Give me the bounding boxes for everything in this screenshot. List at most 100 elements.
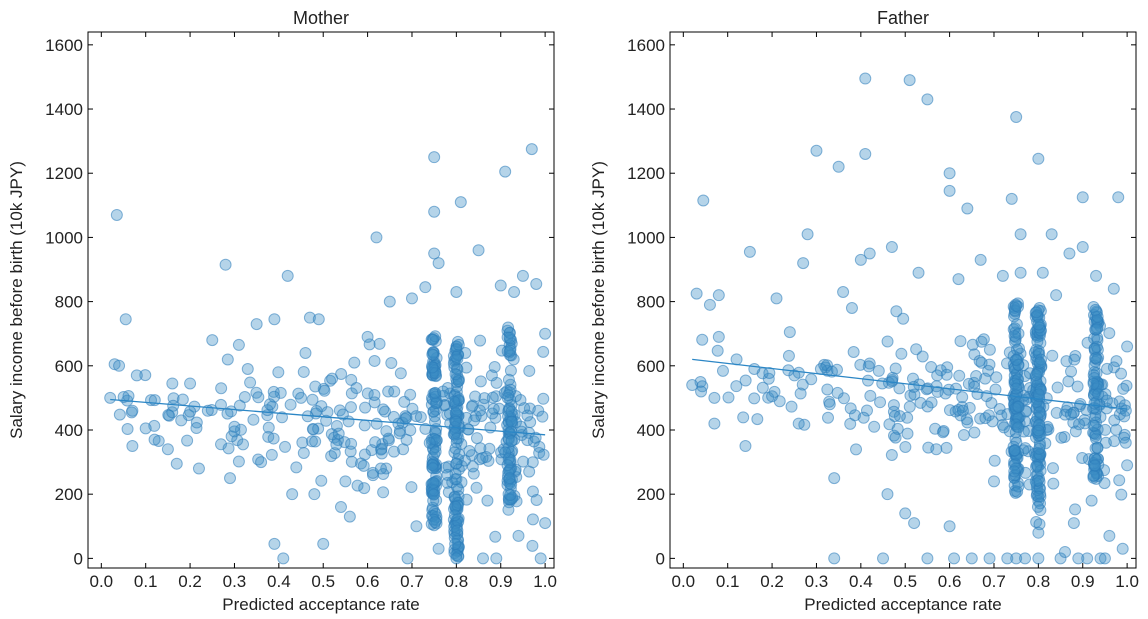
- data-point: [1091, 310, 1104, 323]
- data-point: [1081, 552, 1094, 565]
- data-point: [1058, 545, 1071, 558]
- data-point: [405, 481, 418, 494]
- data-point: [1090, 351, 1103, 364]
- data-point: [1050, 289, 1063, 302]
- data-point: [516, 269, 529, 282]
- x-tick-label: 0.5: [893, 572, 917, 591]
- data-point: [1008, 469, 1021, 482]
- data-point: [499, 446, 512, 459]
- data-point: [881, 335, 894, 348]
- x-tick-label: 0.2: [178, 572, 202, 591]
- data-point: [383, 295, 396, 308]
- data-point: [697, 194, 710, 207]
- data-point: [450, 549, 463, 562]
- data-point: [357, 459, 370, 472]
- data-point: [539, 517, 552, 530]
- data-point: [954, 335, 967, 348]
- data-point: [844, 402, 857, 415]
- data-point: [426, 458, 439, 471]
- data-point: [303, 311, 316, 324]
- data-point: [1012, 421, 1025, 434]
- trend-line: [110, 398, 546, 436]
- trend-line: [692, 358, 1128, 410]
- data-point: [503, 331, 516, 344]
- data-point: [382, 432, 395, 445]
- data-point: [1032, 318, 1045, 331]
- x-axis-label: Predicted acceptance rate: [804, 595, 1002, 614]
- data-point: [297, 447, 310, 460]
- data-point: [996, 269, 1009, 282]
- data-point: [792, 417, 805, 430]
- data-point: [326, 372, 339, 385]
- plot-frame: [669, 31, 1137, 569]
- x-tick-label: 0.9: [1071, 572, 1095, 591]
- data-point: [370, 231, 383, 244]
- data-point: [748, 363, 761, 376]
- data-point: [503, 472, 516, 485]
- data-point: [228, 425, 241, 438]
- data-point: [983, 343, 996, 356]
- data-point: [167, 399, 180, 412]
- data-point: [277, 552, 290, 565]
- data-point: [716, 364, 729, 377]
- data-point: [428, 151, 441, 164]
- data-point: [504, 493, 517, 506]
- data-point: [380, 425, 393, 438]
- data-point: [739, 440, 752, 453]
- data-point: [276, 411, 289, 424]
- data-point: [877, 552, 890, 565]
- data-point: [983, 552, 996, 565]
- data-point: [526, 539, 539, 552]
- data-point: [478, 392, 491, 405]
- data-point: [426, 348, 439, 361]
- data-point: [176, 393, 189, 406]
- data-point: [428, 484, 441, 497]
- data-point: [743, 245, 756, 258]
- data-point: [1072, 552, 1085, 565]
- data-point: [429, 516, 442, 529]
- data-point: [286, 488, 299, 501]
- data-point: [228, 420, 241, 433]
- data-point: [730, 380, 743, 393]
- data-point: [368, 354, 381, 367]
- data-point: [796, 378, 809, 391]
- x-tick-label: 0.8: [1027, 572, 1051, 591]
- data-point: [864, 389, 877, 402]
- data-point: [369, 436, 382, 449]
- data-point: [1103, 327, 1116, 340]
- data-point: [766, 390, 779, 403]
- data-point: [1101, 362, 1114, 375]
- panel-title: Mother: [293, 8, 349, 28]
- data-point: [221, 353, 234, 366]
- data-point: [1090, 323, 1103, 336]
- data-point: [405, 292, 418, 305]
- data-point: [487, 402, 500, 415]
- panel-father: Father 0.0 0.1 0.2 0.3 0.4 0.5 0.6 0.7 0.8 0.9 1.0 0…: [589, 8, 1139, 614]
- data-point: [1014, 228, 1027, 241]
- data-point: [1076, 451, 1089, 464]
- x-tick-label: 0.7: [400, 572, 424, 591]
- data-point: [423, 436, 436, 449]
- data-point: [1036, 266, 1049, 279]
- data-point: [494, 279, 507, 292]
- data-point: [296, 436, 309, 449]
- data-point: [470, 481, 483, 494]
- data-point: [1108, 414, 1121, 427]
- data-point: [470, 432, 483, 445]
- y-tick-label: 800: [637, 293, 665, 312]
- data-point: [419, 281, 432, 294]
- data-point: [427, 488, 440, 501]
- data-point: [989, 383, 1002, 396]
- data-point: [1008, 459, 1021, 472]
- x-tick-label: 0.3: [805, 572, 829, 591]
- data-point: [1046, 349, 1059, 362]
- data-point: [501, 459, 514, 472]
- data-point: [437, 385, 450, 398]
- data-point: [184, 405, 197, 418]
- data-point: [739, 374, 752, 387]
- data-point: [956, 404, 969, 417]
- data-point: [428, 247, 441, 260]
- data-point: [783, 326, 796, 339]
- data-point: [901, 411, 914, 424]
- data-point: [318, 384, 331, 397]
